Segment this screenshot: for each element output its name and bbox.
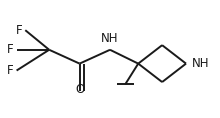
Text: NH: NH: [101, 32, 119, 45]
Text: F: F: [7, 64, 13, 77]
Text: F: F: [7, 43, 13, 56]
Text: F: F: [15, 24, 22, 37]
Text: O: O: [75, 83, 84, 96]
Text: NH: NH: [191, 57, 209, 70]
